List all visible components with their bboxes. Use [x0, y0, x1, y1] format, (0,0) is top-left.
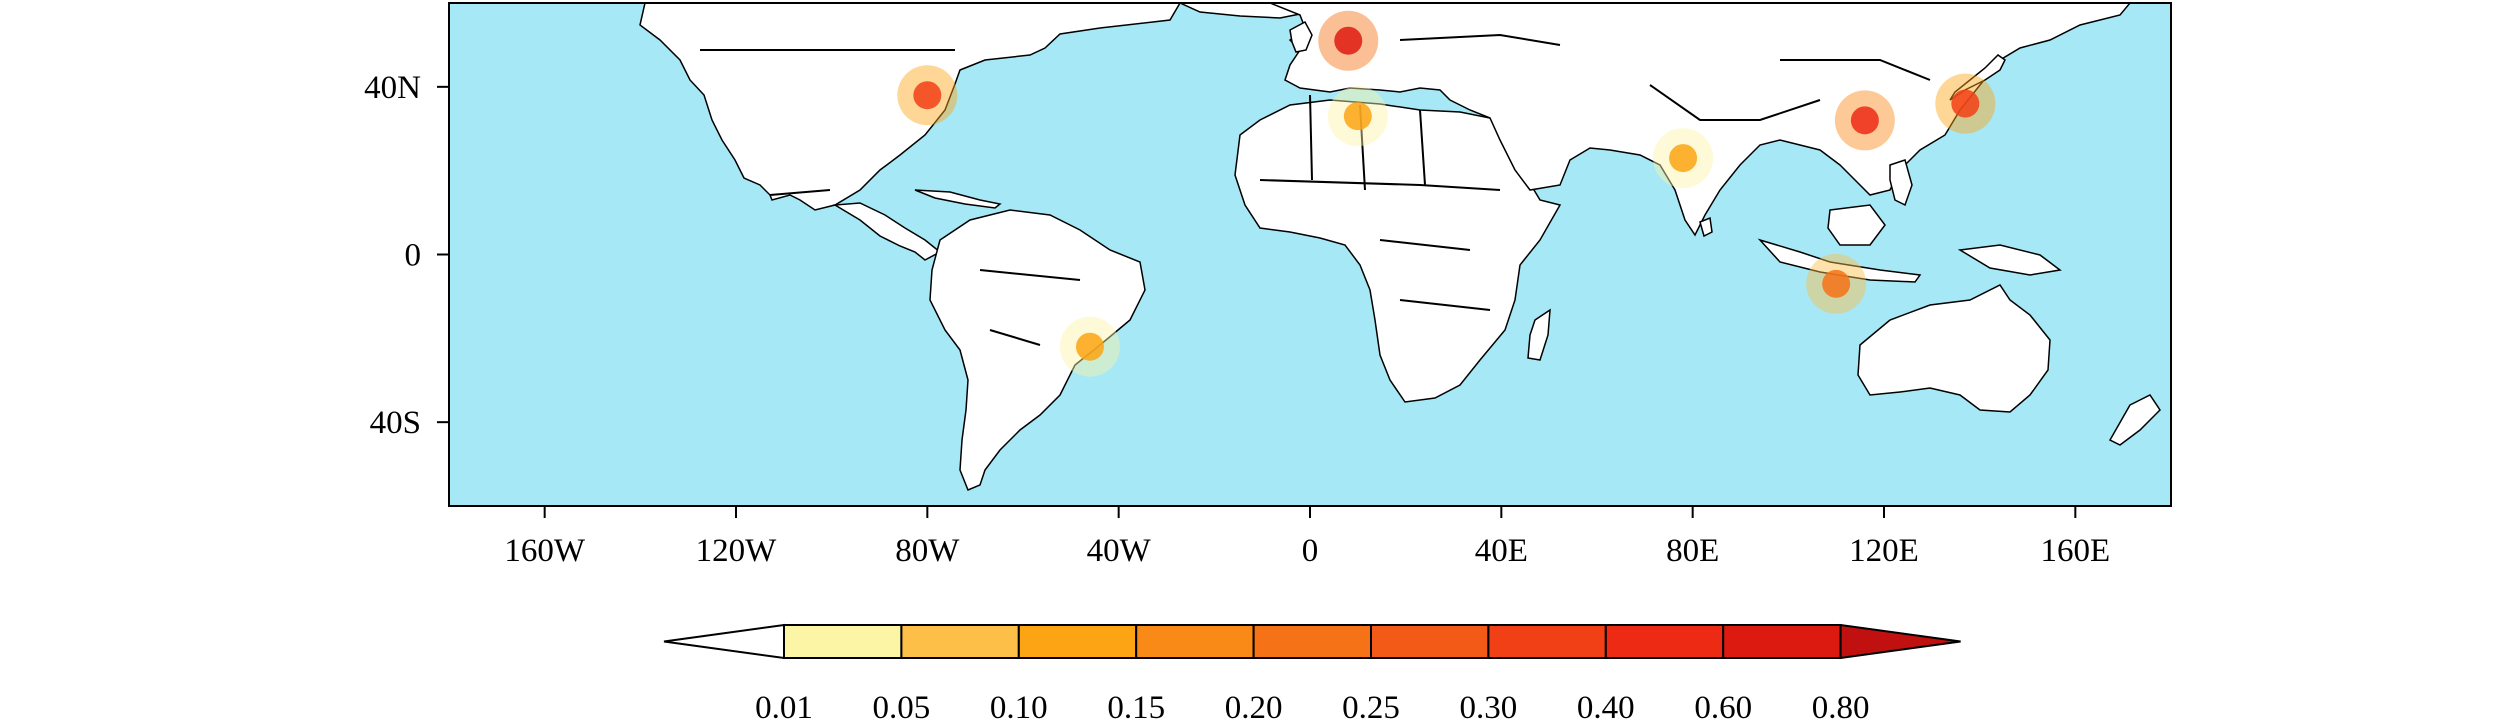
- lon-tick-label: 0: [1302, 533, 1319, 569]
- landmass-sri-lanka: [1699, 216, 1713, 238]
- landmass-new-zealand: [2108, 394, 2161, 446]
- colorbar: 0.01 0.05 0.10 0.15 0.20 0.25 0.30 0.40 0.60 0.80: [663, 623, 1961, 726]
- lon-tick-label: 120E: [1849, 533, 1919, 569]
- lon-tick-label: 80E: [1666, 533, 1719, 569]
- colorbar-swatch: [1135, 624, 1255, 659]
- colorbar-label: 0.25: [1342, 690, 1400, 726]
- landmass-japan: [1949, 54, 2006, 101]
- landmass-indonesia: [1757, 238, 1922, 283]
- colorbar-label: 0.15: [1107, 690, 1165, 726]
- lon-tick-label: 160E: [2040, 533, 2110, 569]
- hotspot-marker: [1343, 102, 1372, 131]
- colorbar-high-triangle: [1839, 623, 1961, 660]
- colorbar-label: 0.30: [1460, 690, 1518, 726]
- colorbar-label: 0.01: [755, 690, 813, 726]
- colorbar-swatch: [783, 624, 903, 659]
- colorbar-label: 0.40: [1577, 690, 1635, 726]
- hotspot-marker: [1669, 144, 1698, 173]
- colorbar-swatch: [1017, 624, 1138, 659]
- lon-tick-label: 40W: [1087, 533, 1152, 569]
- lat-tick-label: 0: [405, 238, 422, 274]
- colorbar-swatch: [1487, 624, 1607, 659]
- lat-tick-label: 40S: [370, 405, 421, 441]
- colorbar-label: 0.05: [873, 690, 931, 726]
- colorbar-swatch: [900, 624, 1020, 659]
- hotspot-marker: [1334, 26, 1363, 55]
- colorbar-swatch: [1252, 624, 1372, 659]
- landmass-south-america: [929, 209, 1146, 491]
- landmass-north-america: [639, 3, 1181, 211]
- landmass-madagascar: [1527, 308, 1551, 361]
- landmass-caribbean: [914, 189, 1002, 209]
- landmass-new-guinea: [1957, 244, 2062, 276]
- colorbar-low-triangle: [663, 623, 785, 660]
- lon-tick-label: 160W: [504, 533, 586, 569]
- landmass-central-america: [832, 202, 942, 261]
- landmass-africa: [1234, 99, 1562, 403]
- colorbar-swatch: [1604, 624, 1725, 659]
- hotspot-marker: [1075, 332, 1104, 361]
- lon-tick-label: 40E: [1475, 533, 1528, 569]
- colorbar-swatch: [1722, 624, 1842, 659]
- colorbar-label: 0.20: [1225, 690, 1283, 726]
- landmass-british-isles: [1289, 20, 1313, 53]
- landmass-philippines: [1889, 159, 1913, 207]
- lat-tick-label: 40N: [364, 70, 421, 106]
- hotspot-marker: [1951, 89, 1980, 118]
- colorbar-label: 0.60: [1694, 690, 1752, 726]
- landmass-borneo: [1827, 204, 1886, 246]
- country-borders: [700, 33, 1931, 346]
- lon-tick-label: 80W: [895, 533, 960, 569]
- longitude-axis: 160W 120W 80W 40W 0 40E 80E 120E 160E: [504, 506, 2110, 569]
- colorbar-label: 0.80: [1812, 690, 1870, 726]
- colorbar-label: 0.10: [990, 690, 1048, 726]
- land-masses: [639, 3, 2161, 491]
- lon-tick-label: 120W: [696, 533, 778, 569]
- colorbar-swatch: [1370, 624, 1490, 659]
- hotspot-marker: [1850, 106, 1879, 135]
- landmass-australia: [1857, 284, 2051, 413]
- hotspot-marker: [913, 81, 942, 110]
- hotspot-layer: [897, 10, 1996, 377]
- map-area: [449, 3, 2171, 506]
- hotspot-marker: [1822, 269, 1851, 298]
- latitude-axis: 40N 0 40S: [364, 70, 449, 441]
